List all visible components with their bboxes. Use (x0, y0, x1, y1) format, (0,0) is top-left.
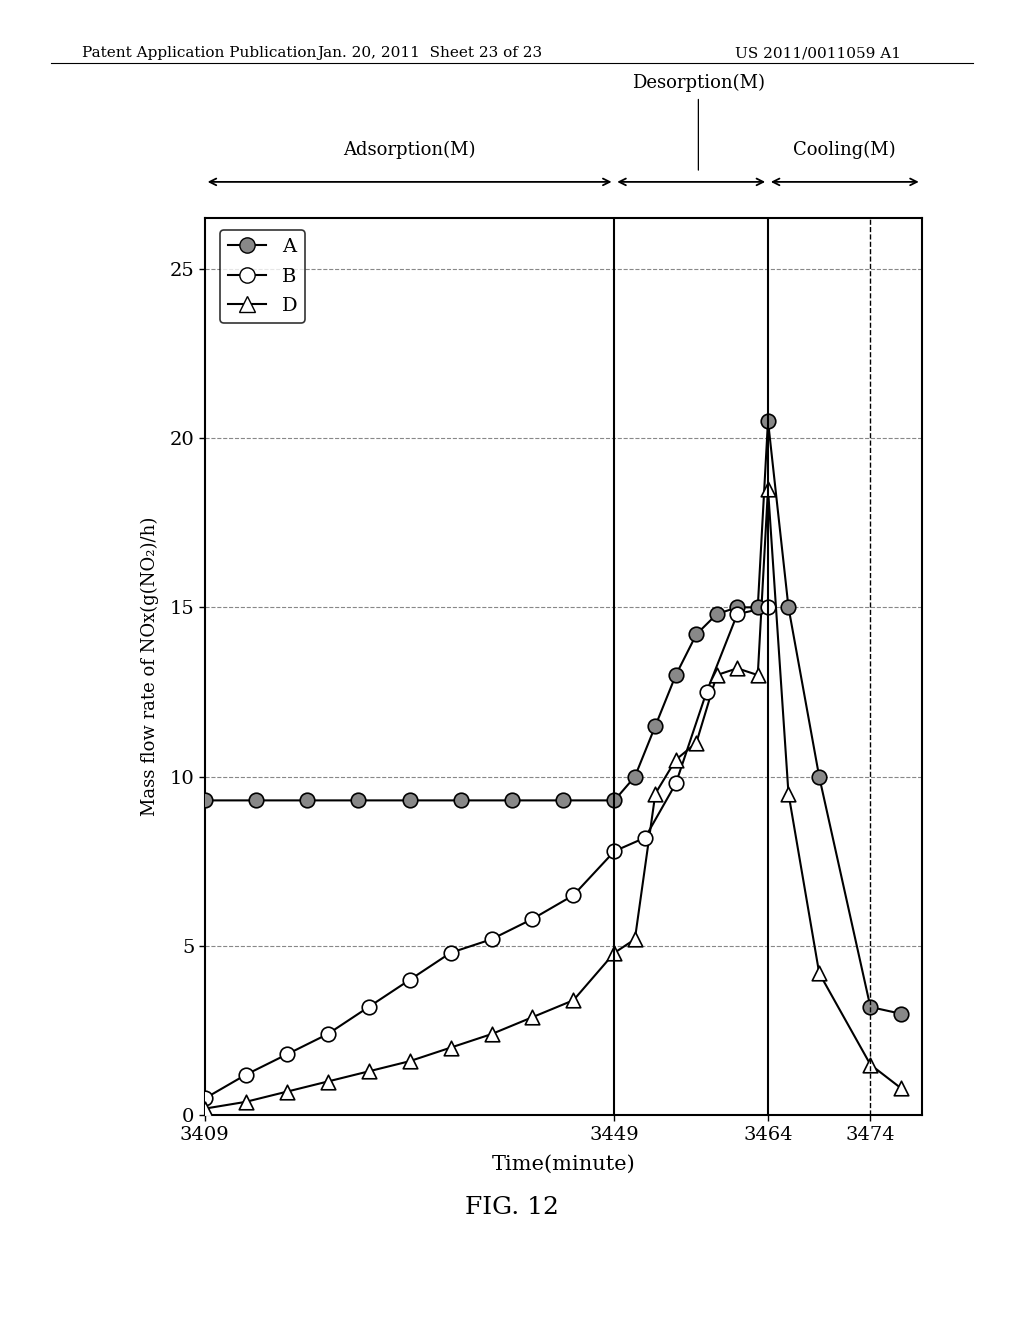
Point (606, 789, 623, 810)
Point (627, 766, 643, 787)
Point (811, 766, 827, 787)
Point (750, 597, 766, 618)
Point (401, 1051, 418, 1072)
Point (360, 1061, 377, 1082)
Point (811, 962, 827, 983)
Point (709, 603, 725, 624)
Point (668, 750, 684, 771)
Point (729, 603, 745, 624)
Point (698, 681, 715, 702)
Point (360, 997, 377, 1018)
Text: FIG. 12: FIG. 12 (465, 1196, 559, 1220)
Point (893, 1077, 909, 1098)
Point (350, 789, 367, 810)
Point (760, 597, 776, 618)
X-axis label: Time(minute): Time(minute) (492, 1155, 635, 1173)
Point (442, 942, 459, 964)
Point (637, 828, 653, 849)
Text: Cooling(M): Cooling(M) (794, 141, 896, 160)
Point (197, 1098, 213, 1119)
Text: Jan. 20, 2011  Sheet 23 of 23: Jan. 20, 2011 Sheet 23 of 23 (317, 46, 543, 61)
Point (606, 942, 623, 964)
Point (197, 1088, 213, 1109)
Legend: A, B, D: A, B, D (220, 230, 305, 323)
Point (453, 789, 469, 810)
Point (299, 789, 315, 810)
Point (238, 1064, 254, 1085)
Point (760, 478, 776, 499)
Point (565, 990, 582, 1011)
Point (524, 1007, 541, 1028)
Point (401, 969, 418, 990)
Point (279, 1044, 295, 1065)
Point (688, 733, 705, 754)
Point (555, 789, 571, 810)
Point (279, 1081, 295, 1102)
Point (862, 1055, 879, 1076)
Text: Desorption(M): Desorption(M) (632, 74, 765, 92)
Point (647, 783, 664, 804)
Point (862, 997, 879, 1018)
Point (319, 1023, 336, 1044)
Point (442, 1038, 459, 1059)
Point (524, 908, 541, 929)
Point (647, 715, 664, 737)
Point (238, 1092, 254, 1113)
Text: Patent Application Publication: Patent Application Publication (82, 46, 316, 61)
Point (401, 789, 418, 810)
Y-axis label: Mass flow rate of NOx(g(NO₂)/h): Mass flow rate of NOx(g(NO₂)/h) (140, 517, 159, 816)
Point (606, 841, 623, 862)
Point (893, 1003, 909, 1024)
Point (760, 411, 776, 432)
Point (729, 657, 745, 678)
Point (729, 597, 745, 618)
Point (483, 1023, 500, 1044)
Point (565, 884, 582, 906)
Point (483, 929, 500, 950)
Point (319, 1071, 336, 1092)
Text: Adsorption(M): Adsorption(M) (343, 141, 476, 160)
Point (197, 789, 213, 810)
Point (780, 597, 797, 618)
Point (668, 664, 684, 685)
Point (504, 789, 520, 810)
Point (668, 774, 684, 795)
Point (248, 789, 264, 810)
Point (627, 929, 643, 950)
Text: US 2011/0011059 A1: US 2011/0011059 A1 (735, 46, 901, 61)
Point (688, 624, 705, 645)
Point (709, 664, 725, 685)
Point (750, 664, 766, 685)
Point (780, 783, 797, 804)
